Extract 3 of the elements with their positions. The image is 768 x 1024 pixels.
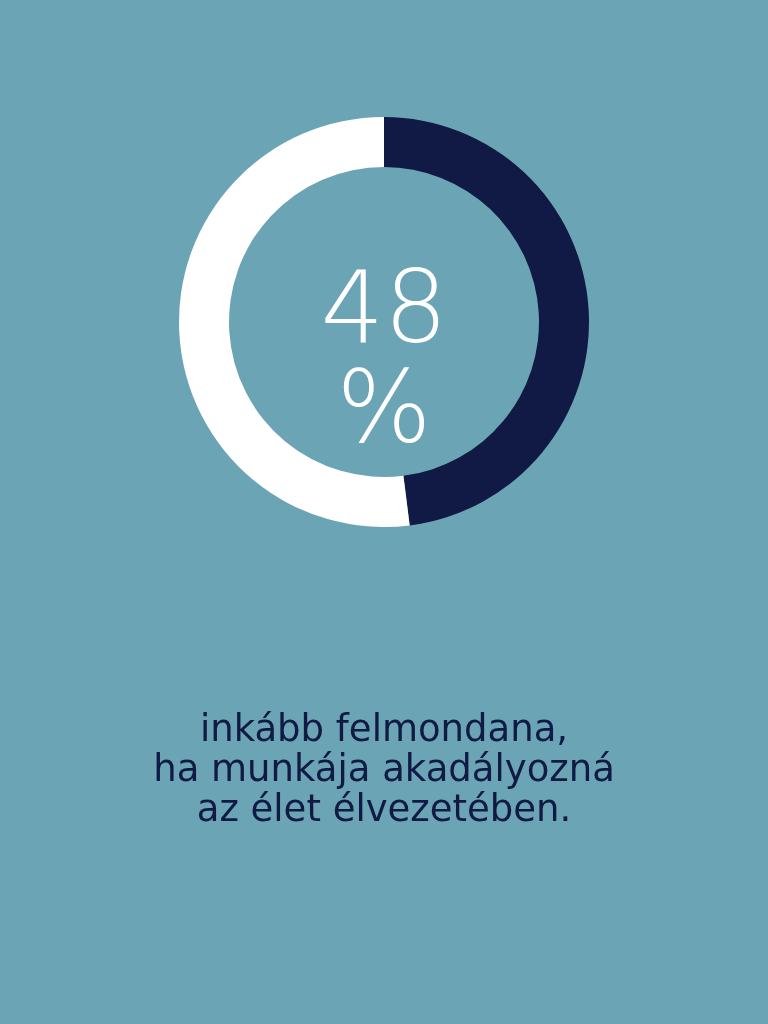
data-label: 48 % [320, 249, 448, 466]
text: inkább felmondana, [199, 707, 569, 750]
text: ha munkája akadályozná [153, 747, 615, 790]
